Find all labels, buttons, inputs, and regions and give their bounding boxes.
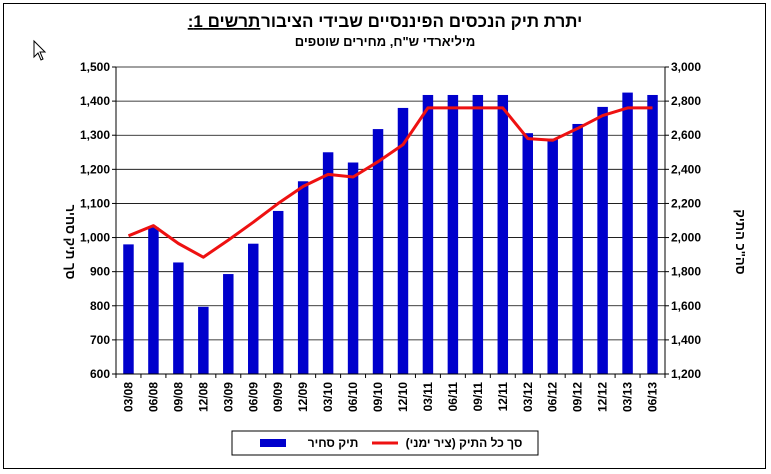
- y-left-axis-title: סך תיק סחיר: [63, 205, 78, 280]
- bar: [572, 123, 583, 375]
- x-tick-label: 12/10: [396, 382, 410, 412]
- chart-subtitle: מיליארדי ש"ח, מחירים שוטפים: [295, 34, 476, 49]
- bar-series: [123, 92, 658, 375]
- x-tick-label: 03/13: [621, 382, 635, 412]
- x-tick-label: 03/10: [321, 382, 335, 412]
- x-tick-label: 09/08: [171, 382, 185, 412]
- y-right-tick-label: 1,600: [671, 299, 701, 313]
- bar: [297, 181, 309, 374]
- bar: [447, 94, 459, 375]
- total-line: [127, 106, 653, 259]
- bar: [647, 94, 658, 375]
- axes: [112, 66, 669, 378]
- y-right-tick-label: 2,600: [671, 128, 701, 142]
- x-tick-label: 09/12: [571, 382, 585, 412]
- bar: [123, 244, 134, 374]
- y-left-tick-label: 600: [90, 367, 110, 381]
- chart-title-label: תרשים 1:: [188, 12, 261, 31]
- x-tick-label: 03/11: [421, 382, 435, 412]
- x-tick-label: 03/09: [221, 382, 235, 412]
- bar: [223, 274, 234, 374]
- y-right-tick-label: 1,200: [671, 367, 701, 381]
- bar: [198, 306, 209, 374]
- y-right-tick-label: 1,400: [671, 333, 701, 347]
- y-right-tick-label: 2,800: [671, 94, 701, 108]
- legend-label-bar: תיק סחיר: [308, 436, 359, 450]
- bar: [522, 133, 533, 374]
- chart-frame: [3, 3, 766, 469]
- bar: [497, 94, 509, 375]
- line-series: [127, 106, 653, 259]
- y-right-axis-title: סה"כ התיק: [733, 209, 748, 274]
- x-tick-label: 12/12: [596, 382, 610, 412]
- x-tick-label: 06/11: [446, 382, 460, 412]
- bar: [347, 162, 359, 374]
- bar: [148, 227, 159, 374]
- chart-title-rest: יתרת תיק הנכסים הפיננסיים שבידי הציבור: [261, 12, 582, 31]
- x-tick-label: 09/11: [471, 382, 485, 412]
- y-right-tick-label: 2,000: [671, 231, 701, 245]
- x-tick-label: 12/08: [196, 382, 210, 412]
- y-left-tick-label: 900: [90, 265, 110, 279]
- x-tick-label: 06/08: [146, 382, 160, 412]
- bar: [248, 243, 259, 374]
- bar: [272, 210, 284, 374]
- y-right-tick-label: 3,000: [671, 60, 701, 74]
- bar: [547, 138, 558, 374]
- x-tick-label: 03/12: [521, 382, 535, 412]
- y-left-tick-label: 1,300: [80, 128, 110, 142]
- x-tick-label: 03/08: [121, 382, 135, 412]
- y-left-tick-label: 800: [90, 299, 110, 313]
- y-right-tick-label: 2,200: [671, 196, 701, 210]
- bar: [422, 94, 434, 375]
- y-right-tick-label: 2,400: [671, 162, 701, 176]
- bar: [597, 106, 608, 374]
- x-tick-label: 06/12: [546, 382, 560, 412]
- bar: [322, 152, 334, 374]
- bar: [622, 92, 633, 374]
- x-tick-label: 12/11: [496, 382, 510, 412]
- mouse-pointer-icon: [33, 39, 47, 61]
- x-tick-label: 06/10: [346, 382, 360, 412]
- bar: [472, 94, 484, 375]
- x-tick-label: 06/13: [646, 382, 660, 412]
- tick-labels: 600 700 800 900 1,000 1,100 1,200 1,300 1,400 1,5…: [80, 60, 701, 412]
- bar: [372, 129, 384, 374]
- bar: [173, 262, 184, 374]
- x-tick-label: 09/10: [371, 382, 385, 412]
- legend-label-line: סך כל התיק (ציר ימני): [406, 436, 523, 450]
- x-tick-label: 06/09: [246, 382, 260, 412]
- y-left-tick-label: 1,000: [80, 231, 110, 245]
- y-left-tick-label: 1,500: [80, 60, 110, 74]
- legend: תיק סחיר סך כל התיק (ציר ימני): [231, 430, 539, 456]
- y-right-tick-label: 1,800: [671, 265, 701, 279]
- y-left-tick-label: 700: [90, 333, 110, 347]
- y-left-tick-label: 1,100: [80, 196, 110, 210]
- legend-swatch-bar: [260, 439, 286, 447]
- chart-title: יתרת תיק הנכסים הפיננסיים שבידי הציבור ת…: [188, 12, 583, 31]
- x-tick-label: 09/09: [271, 382, 285, 412]
- bar: [397, 107, 409, 374]
- y-left-tick-label: 1,400: [80, 94, 110, 108]
- x-tick-label: 12/09: [296, 382, 310, 412]
- y-left-tick-label: 1,200: [80, 162, 110, 176]
